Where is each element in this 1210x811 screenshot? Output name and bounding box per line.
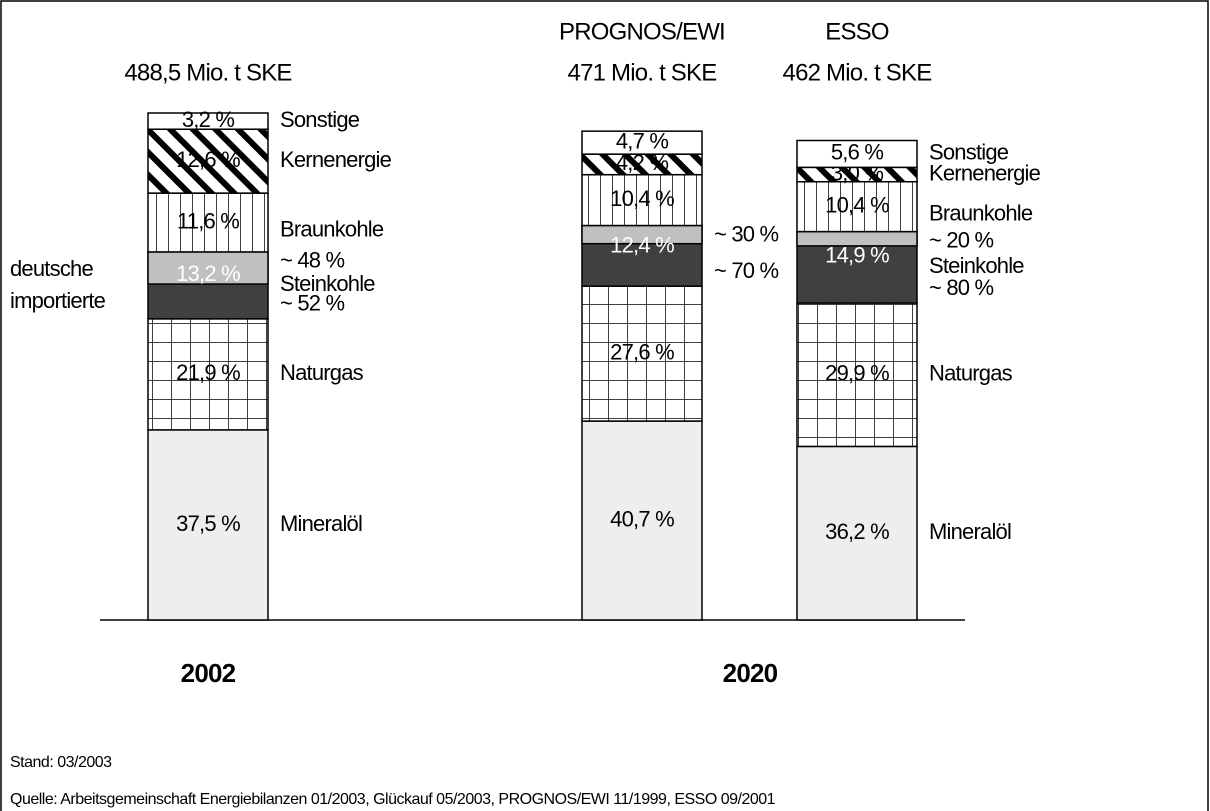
split-label: ~ 30 % bbox=[714, 221, 779, 246]
value-label: 10,4 % bbox=[610, 186, 674, 211]
split-label: ~ 80 % bbox=[929, 275, 994, 300]
segment bbox=[581, 130, 703, 155]
split-label: ~ 48 % bbox=[280, 248, 345, 273]
segment-name: Sonstige bbox=[280, 107, 360, 132]
bar-total: 488,5 Mio. t SKE bbox=[124, 59, 291, 86]
split-label: ~ 20 % bbox=[929, 227, 994, 252]
segment-name: Naturgas bbox=[280, 360, 364, 385]
split-name: deutsche bbox=[10, 256, 93, 281]
value-label: 37,5 % bbox=[176, 511, 240, 536]
segment-name: Naturgas bbox=[929, 361, 1013, 386]
value-label: 13,2 % bbox=[176, 261, 240, 286]
segment-name: Braunkohle bbox=[280, 216, 384, 241]
note: Quelle: Arbeitsgemeinschaft Energiebilan… bbox=[10, 791, 776, 808]
value-label: 14,9 % bbox=[825, 242, 889, 267]
segment bbox=[796, 445, 918, 621]
split-segment bbox=[147, 251, 269, 285]
bar-total: 471 Mio. t SKE bbox=[568, 59, 717, 86]
value-label: 12,4 % bbox=[610, 233, 674, 258]
segment-name: Mineralöl bbox=[280, 511, 362, 536]
value-label: 29,9 % bbox=[825, 361, 889, 386]
value-label: 12,6 % bbox=[176, 147, 240, 172]
value-label: 21,9 % bbox=[176, 360, 240, 385]
value-label: 27,6 % bbox=[610, 339, 674, 364]
bar-total: 462 Mio. t SKE bbox=[783, 59, 932, 86]
segment-name: Steinkohle bbox=[280, 271, 375, 296]
segment bbox=[581, 173, 703, 227]
segment bbox=[147, 112, 269, 130]
bar-source: ESSO bbox=[825, 18, 889, 45]
segment-name: Sonstige bbox=[929, 140, 1009, 165]
value-label: 40,7 % bbox=[610, 506, 674, 531]
value-label: 5,6 % bbox=[831, 140, 883, 165]
segment-name: Kernenergie bbox=[929, 160, 1041, 185]
note: Stand: 03/2003 bbox=[10, 754, 112, 771]
split-label: ~ 52 % bbox=[280, 291, 345, 316]
value-label: 10,4 % bbox=[825, 192, 889, 217]
value-label: 36,2 % bbox=[825, 519, 889, 544]
value-label: 11,6 % bbox=[177, 208, 239, 233]
split-name: importierte bbox=[10, 288, 106, 313]
segment bbox=[796, 302, 918, 448]
value-label: 4,7 % bbox=[616, 128, 668, 153]
group-label: 2002 bbox=[181, 658, 236, 688]
segment bbox=[796, 139, 918, 169]
segment bbox=[147, 429, 269, 621]
segment-name: Steinkohle bbox=[929, 253, 1024, 278]
split-label: ~ 70 % bbox=[714, 258, 779, 283]
group-label: 2020 bbox=[723, 658, 778, 688]
bar-source: PROGNOS/EWI bbox=[559, 18, 725, 45]
segment bbox=[796, 180, 918, 233]
segment-name: Mineralöl bbox=[929, 519, 1011, 544]
value-label: 3,2 % bbox=[182, 107, 234, 132]
segment-name: Kernenergie bbox=[280, 147, 392, 172]
segment bbox=[581, 285, 703, 422]
segment-name: Braunkohle bbox=[929, 200, 1033, 225]
